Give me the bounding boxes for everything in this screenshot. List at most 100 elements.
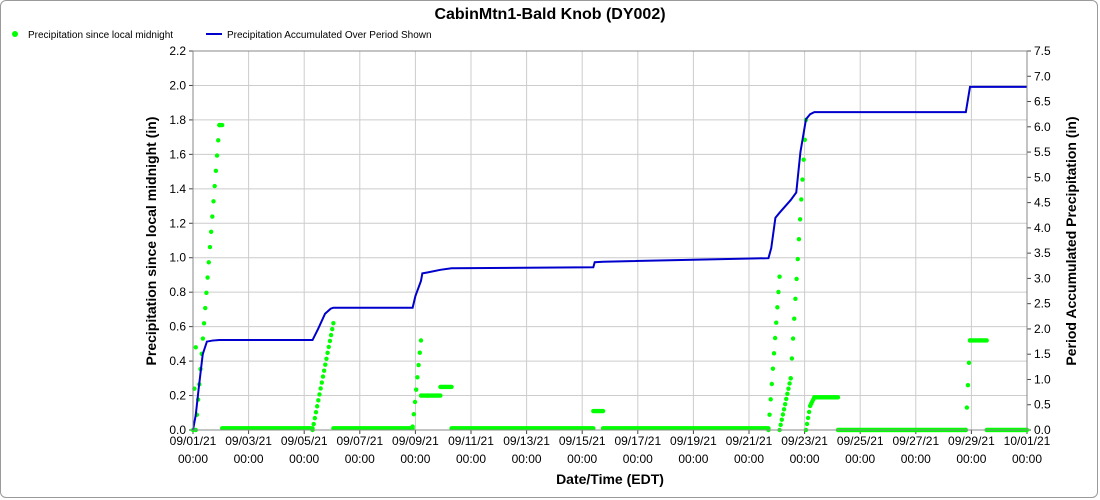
data-point bbox=[784, 396, 789, 402]
y-right-tick-label: 5.0 bbox=[1034, 170, 1051, 184]
data-point bbox=[314, 404, 320, 409]
data-point bbox=[317, 392, 322, 397]
x-tick-label-time: 00:00 bbox=[901, 452, 931, 466]
data-point bbox=[438, 393, 443, 398]
data-point bbox=[965, 383, 971, 388]
data-point bbox=[319, 380, 325, 385]
data-point bbox=[778, 422, 783, 428]
y-left-tick-label: 0.4 bbox=[169, 354, 186, 368]
data-point bbox=[212, 183, 217, 189]
data-point bbox=[312, 415, 318, 421]
data-point bbox=[792, 316, 797, 321]
data-point bbox=[318, 386, 323, 391]
y-right-tick-label: 3.5 bbox=[1034, 246, 1051, 260]
x-axis-ticks: 09/01/21 00:00 09/03/21 00:00 09/05/21 00:00 0… bbox=[170, 430, 1051, 466]
data-point bbox=[804, 421, 810, 427]
y-right-tick-label: 7.0 bbox=[1034, 69, 1051, 83]
y-right-tick-label: 6.0 bbox=[1034, 120, 1051, 134]
y-right-tick-label: 2.5 bbox=[1034, 297, 1051, 311]
data-point bbox=[219, 122, 225, 128]
data-point bbox=[208, 229, 214, 234]
plot-area bbox=[192, 50, 1028, 431]
x-tick-label-time: 00:00 bbox=[456, 452, 486, 466]
data-point bbox=[768, 397, 773, 402]
y-right-tick-label: 3.0 bbox=[1034, 271, 1051, 285]
x-axis-label: Date/Time (EDT) bbox=[556, 471, 664, 487]
data-point bbox=[207, 244, 213, 250]
x-tick-label-date: 09/07/21 bbox=[336, 434, 383, 448]
data-point bbox=[788, 376, 793, 381]
data-point bbox=[776, 289, 781, 295]
x-tick-label-time: 00:00 bbox=[790, 452, 820, 466]
x-tick-label-time: 00:00 bbox=[734, 452, 764, 466]
data-point bbox=[984, 338, 989, 343]
legend-label-accumulated: Precipitation Accumulated Over Period Sh… bbox=[227, 30, 432, 41]
data-point bbox=[787, 381, 792, 386]
data-point bbox=[772, 335, 778, 341]
x-tick-label-time: 00:00 bbox=[234, 452, 264, 466]
x-tick-label-time: 00:00 bbox=[289, 452, 319, 466]
data-point bbox=[800, 177, 805, 182]
x-tick-label-date: 09/01/21 bbox=[170, 434, 217, 448]
data-point bbox=[328, 332, 334, 338]
data-point bbox=[600, 408, 606, 414]
data-point bbox=[781, 407, 787, 412]
data-point bbox=[591, 426, 596, 431]
data-point bbox=[204, 290, 209, 295]
chart-title: CabinMtn1-Bald Knob (DY002) bbox=[434, 6, 665, 23]
series-precipitation-since-midnight bbox=[190, 117, 1030, 433]
data-point bbox=[779, 417, 784, 422]
x-tick-label-time: 00:00 bbox=[512, 452, 542, 466]
y-left-tick-label: 1.8 bbox=[169, 113, 186, 127]
y-right-tick-label: 0.0 bbox=[1034, 423, 1051, 437]
data-point bbox=[201, 321, 207, 326]
x-tick-label-date: 09/21/21 bbox=[726, 434, 773, 448]
y-axis-right-label: Period Accumulated Precipitation (in) bbox=[1063, 116, 1079, 365]
data-point bbox=[415, 375, 420, 380]
data-point bbox=[206, 260, 211, 265]
y-left-tick-label: 2.2 bbox=[169, 44, 186, 58]
data-point bbox=[449, 384, 454, 390]
legend-marker-daily bbox=[12, 31, 18, 37]
y-right-tick-label: 0.5 bbox=[1034, 398, 1051, 412]
data-point bbox=[331, 320, 336, 326]
y-right-tick-label: 6.5 bbox=[1034, 95, 1051, 109]
data-point bbox=[200, 336, 206, 341]
y-left-tick-label: 2.0 bbox=[169, 78, 186, 92]
y-right-tick-label: 1.0 bbox=[1034, 372, 1051, 386]
data-point bbox=[769, 381, 774, 387]
data-point bbox=[789, 356, 795, 361]
data-point bbox=[416, 362, 421, 368]
data-point bbox=[802, 137, 808, 142]
x-tick-label-time: 00:00 bbox=[623, 452, 653, 466]
x-tick-label-time: 00:00 bbox=[956, 452, 986, 466]
x-tick-label-date: 09/13/21 bbox=[503, 434, 550, 448]
data-point bbox=[966, 360, 972, 366]
data-point bbox=[411, 412, 417, 417]
data-point bbox=[193, 345, 198, 350]
data-point bbox=[216, 138, 221, 143]
data-point bbox=[797, 217, 803, 222]
x-tick-label-date: 09/05/21 bbox=[281, 434, 328, 448]
y-left-tick-label: 0.2 bbox=[169, 389, 186, 403]
y-left-tick-label: 1.4 bbox=[169, 182, 186, 196]
data-point bbox=[795, 256, 800, 262]
data-point bbox=[214, 153, 220, 158]
accumulated-line bbox=[192, 85, 1027, 431]
x-tick-label-date: 09/25/21 bbox=[837, 434, 884, 448]
data-point bbox=[412, 399, 418, 405]
data-point bbox=[413, 387, 419, 392]
y-axis-left-ticks: 0.0 0.2 0.4 0.6 0.8 1.0 1.2 1.4 1.6 1.8 2.0 2.2 bbox=[169, 44, 193, 437]
x-tick-label-date: 09/29/21 bbox=[948, 434, 995, 448]
data-point bbox=[325, 350, 330, 356]
x-tick-label-date: 09/11/21 bbox=[448, 434, 494, 448]
data-point bbox=[790, 336, 796, 341]
x-tick-label-time: 00:00 bbox=[345, 452, 375, 466]
x-tick-label-date: 09/23/21 bbox=[781, 434, 828, 448]
data-point bbox=[327, 338, 333, 344]
y-right-tick-label: 4.0 bbox=[1034, 221, 1051, 235]
x-tick-label-date: 09/03/21 bbox=[225, 434, 272, 448]
legend-label-daily: Precipitation since local midnight bbox=[28, 30, 173, 41]
data-point bbox=[771, 351, 777, 356]
